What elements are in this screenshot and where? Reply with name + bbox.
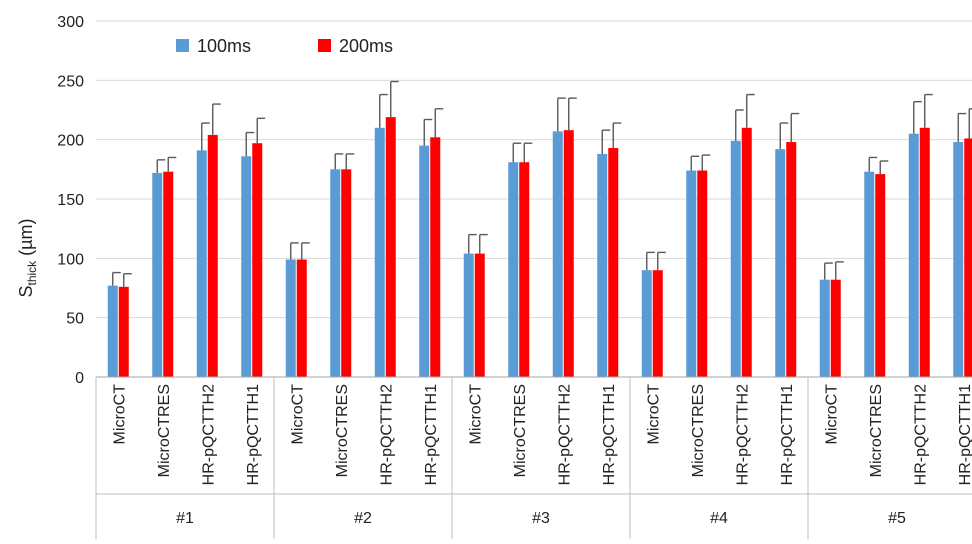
bar	[374, 127, 385, 377]
bar	[875, 174, 886, 377]
x-tick-label: MicroCTRES	[156, 384, 173, 477]
bar	[285, 259, 296, 377]
bar	[118, 286, 129, 377]
x-tick-label: HR-pQCTTH2	[912, 384, 929, 485]
legend-label: 200ms	[339, 36, 393, 56]
bar	[419, 145, 430, 377]
bar	[341, 169, 352, 377]
bar	[563, 130, 574, 377]
x-group-label: #1	[176, 510, 194, 527]
bar	[385, 117, 396, 378]
bar	[296, 259, 307, 377]
x-tick-label: HR-pQCTTH1	[245, 384, 262, 485]
bar	[508, 162, 519, 377]
y-axis-label-unit: (µm)	[16, 218, 36, 260]
bar	[652, 270, 663, 377]
x-tick-label: MicroCT	[289, 384, 306, 445]
bar	[730, 140, 741, 377]
y-tick-label: 200	[57, 133, 84, 150]
y-axis-label: Sthick (µm)	[16, 218, 39, 297]
bar	[474, 253, 485, 377]
bar	[107, 285, 118, 377]
x-tick-label: HR-pQCTTH1	[423, 384, 440, 485]
bar	[641, 270, 652, 377]
bars	[107, 117, 972, 378]
bar	[964, 138, 972, 377]
bar	[864, 171, 875, 377]
y-axis-label-subscript: thick	[25, 260, 39, 286]
x-group-label: #3	[532, 510, 550, 527]
bar	[686, 170, 697, 377]
legend-swatch	[318, 39, 331, 52]
x-tick-label: HR-pQCTTH1	[779, 384, 796, 485]
bar	[252, 143, 263, 377]
bar	[152, 172, 163, 377]
y-tick-label: 0	[75, 370, 84, 387]
bar	[741, 127, 752, 377]
bar	[608, 147, 619, 377]
x-tick-label: MicroCTRES	[512, 384, 529, 477]
x-tick-label: MicroCTRES	[334, 384, 351, 477]
x-tick-label: MicroCT	[823, 384, 840, 445]
bar	[697, 170, 708, 377]
x-tick-label: HR-pQCTTH2	[200, 384, 217, 485]
y-tick-label: 250	[57, 73, 84, 90]
bar	[552, 131, 563, 377]
error-bars	[112, 80, 972, 287]
x-group-label: #4	[710, 510, 728, 527]
x-group-label: #2	[354, 510, 372, 527]
x-tick-label: HR-pQCTTH2	[734, 384, 751, 485]
bar	[241, 156, 252, 377]
y-tick-label: 150	[57, 192, 84, 209]
x-tick-label: MicroCTRES	[868, 384, 885, 477]
bar	[830, 279, 841, 377]
bar	[953, 142, 964, 377]
bar	[207, 134, 218, 377]
x-tick-label: MicroCT	[111, 384, 128, 445]
tick-labels: 0 50 100 150 200 250 300 #1 #2 #3 #4 #5 MicroCT Micro…	[57, 14, 972, 527]
legend-label: 100ms	[197, 36, 251, 56]
gridlines	[96, 20, 972, 319]
bar	[597, 153, 608, 377]
legend: 100ms 200ms	[176, 36, 393, 56]
x-tick-label: HR-pQCTTH1	[601, 384, 618, 485]
x-tick-label: HR-pQCTTH1	[957, 384, 972, 485]
y-tick-label: 300	[57, 14, 84, 31]
bar	[519, 162, 530, 377]
bar	[430, 137, 441, 377]
bar	[330, 169, 341, 377]
bar	[919, 127, 930, 377]
y-axis-label-main: S	[16, 286, 36, 298]
bar	[908, 133, 919, 377]
x-tick-label: HR-pQCTTH2	[378, 384, 395, 485]
bar	[775, 149, 786, 377]
bar	[819, 279, 830, 377]
bar	[163, 171, 174, 377]
bar	[196, 150, 207, 377]
x-tick-label: MicroCT	[645, 384, 662, 445]
bar	[463, 253, 474, 377]
x-group-label: #5	[888, 510, 906, 527]
axes	[95, 376, 972, 539]
bar	[786, 142, 797, 377]
y-tick-label: 100	[57, 251, 84, 268]
x-tick-label: HR-pQCTTH2	[556, 384, 573, 485]
y-tick-label: 50	[66, 311, 84, 328]
legend-swatch	[176, 39, 189, 52]
x-tick-label: MicroCTRES	[690, 384, 707, 477]
x-tick-label: MicroCT	[467, 384, 484, 445]
